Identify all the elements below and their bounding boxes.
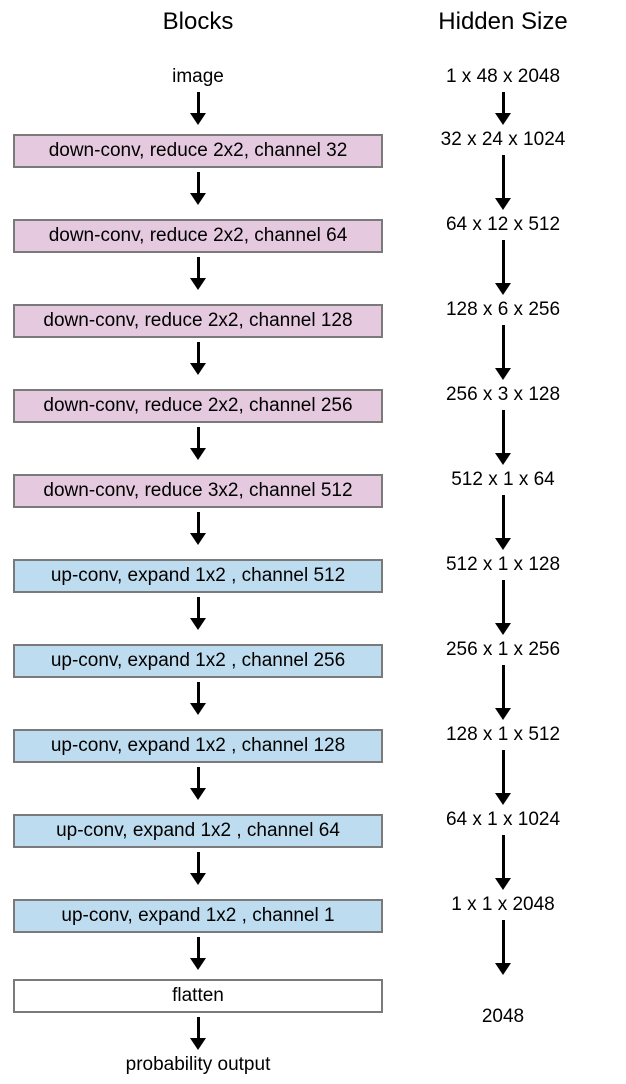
- layer-size: 512 x 1 x 128: [446, 554, 560, 576]
- flow-arrow: [495, 580, 511, 635]
- layer-row: up-conv, expand 1x2 , channel 256 256 x 1…: [8, 639, 618, 724]
- flow-arrow: [495, 750, 511, 805]
- header-blocks: Blocks: [8, 8, 388, 36]
- layer-block: up-conv, expand 1x2 , channel 128: [13, 729, 383, 763]
- layer-row: flatten 2048: [8, 979, 618, 1054]
- layer-block: up-conv, expand 1x2 , channel 1: [13, 899, 383, 933]
- flow-arrow: [190, 1017, 206, 1050]
- flow-arrow: [190, 682, 206, 715]
- flow-arrow: [190, 512, 206, 545]
- layer-size: 64 x 1 x 1024: [446, 809, 560, 831]
- header-row: Blocks Hidden Size: [8, 8, 618, 36]
- layer-block: up-conv, expand 1x2 , channel 256: [13, 644, 383, 678]
- layer-row: down-conv, reduce 3x2, channel 512 512 x …: [8, 469, 618, 554]
- layer-block: flatten: [13, 979, 383, 1013]
- layer-size: 128 x 1 x 512: [446, 724, 560, 746]
- flow-arrow: [495, 325, 511, 380]
- flow-arrow: [495, 835, 511, 890]
- layer-row: down-conv, reduce 2x2, channel 64 64 x 12…: [8, 214, 618, 299]
- flow-arrow: [190, 342, 206, 375]
- flow-arrow: [190, 767, 206, 800]
- layer-size: 2048: [482, 1006, 524, 1028]
- architecture-diagram: image 1 x 48 x 2048 down-conv, reduce 2x2,…: [8, 66, 618, 1076]
- layer-size: 64 x 12 x 512: [446, 214, 560, 236]
- layer-block: down-conv, reduce 2x2, channel 64: [13, 219, 383, 253]
- layer-block: up-conv, expand 1x2 , channel 64: [13, 814, 383, 848]
- flow-arrow: [190, 257, 206, 290]
- flow-arrow: [495, 495, 511, 550]
- layer-size: 128 x 6 x 256: [446, 299, 560, 321]
- flow-arrow: [495, 240, 511, 295]
- flow-arrow: [495, 92, 511, 125]
- layer-block: down-conv, reduce 3x2, channel 512: [13, 474, 383, 508]
- flow-arrow: [190, 852, 206, 885]
- layer-block: down-conv, reduce 2x2, channel 32: [13, 134, 383, 168]
- flow-arrow: [495, 155, 511, 210]
- layer-row: down-conv, reduce 2x2, channel 256 256 x …: [8, 384, 618, 469]
- output-label: probability output: [126, 1054, 271, 1076]
- layer-size: 1 x 1 x 2048: [451, 894, 555, 916]
- layer-row: up-conv, expand 1x2 , channel 512 512 x 1…: [8, 554, 618, 639]
- layer-size: 512 x 1 x 64: [451, 469, 555, 491]
- layer-block: up-conv, expand 1x2 , channel 512: [13, 559, 383, 593]
- layer-size: 256 x 1 x 256: [446, 639, 560, 661]
- input-size: 1 x 48 x 2048: [446, 66, 560, 88]
- flow-arrow: [190, 427, 206, 460]
- flow-arrow: [190, 92, 206, 125]
- layer-row: up-conv, expand 1x2 , channel 1 1 x 1 x 2…: [8, 894, 618, 979]
- header-hidden: Hidden Size: [388, 8, 618, 36]
- layer-block: down-conv, reduce 2x2, channel 128: [13, 304, 383, 338]
- layer-row: up-conv, expand 1x2 , channel 64 64 x 1 x…: [8, 809, 618, 894]
- flow-arrow: [190, 937, 206, 970]
- flow-arrow: [190, 172, 206, 205]
- flow-arrow: [495, 665, 511, 720]
- layer-row: down-conv, reduce 2x2, channel 32 32 x 24…: [8, 129, 618, 214]
- input-label: image: [172, 66, 224, 88]
- flow-arrow: [495, 920, 511, 975]
- layer-size: 256 x 3 x 128: [446, 384, 560, 406]
- flow-arrow: [190, 597, 206, 630]
- layer-block: down-conv, reduce 2x2, channel 256: [13, 389, 383, 423]
- layer-size: 32 x 24 x 1024: [441, 129, 566, 151]
- layer-row: down-conv, reduce 2x2, channel 128 128 x …: [8, 299, 618, 384]
- flow-arrow: [495, 410, 511, 465]
- layer-row: up-conv, expand 1x2 , channel 128 128 x 1…: [8, 724, 618, 809]
